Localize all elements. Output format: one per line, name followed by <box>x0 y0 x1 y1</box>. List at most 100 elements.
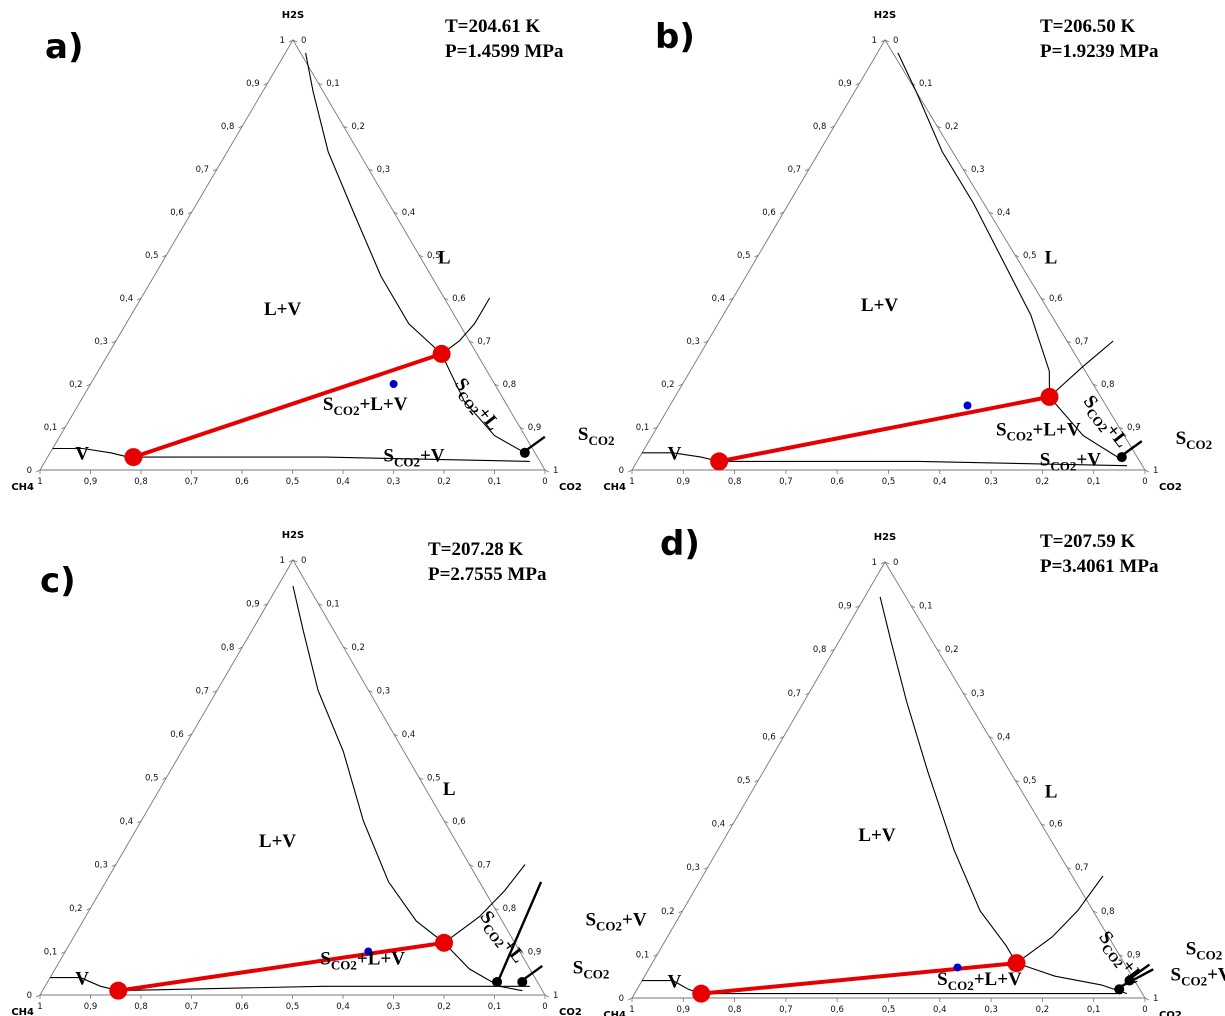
region-label-solid-liquid-vapor: SCO2+L+V <box>323 394 408 418</box>
tick-mark-left <box>804 168 810 172</box>
tick-mark-left <box>86 383 91 387</box>
vertex-label-ch4: CH4 <box>603 1010 626 1016</box>
tick-mark-right <box>1066 340 1072 344</box>
tick-label-left: 0,3 <box>94 337 108 347</box>
tick-label-bottom: 0,7 <box>185 1002 199 1012</box>
tick-mark-left <box>678 383 683 387</box>
tick-mark-right <box>544 469 550 473</box>
tick-mark-right <box>519 426 524 430</box>
vertex-label-co2: CO2 <box>559 482 582 493</box>
tick-mark-right <box>1118 954 1124 957</box>
tick-mark-left <box>162 254 167 258</box>
tick-label-bottom: 1 <box>629 1005 634 1015</box>
region-label-solid-vapor-letter: S <box>1171 965 1182 986</box>
tick-label-right: 0,1 <box>919 79 933 89</box>
tick-label-bottom: 0,6 <box>235 477 249 487</box>
tick-label-bottom: 0 <box>542 1002 547 1012</box>
tick-mark-right <box>393 733 398 737</box>
solid-liquid-boundary-curve <box>441 297 491 355</box>
tick-mark-left <box>830 648 835 652</box>
tick-mark-left <box>627 469 633 473</box>
region-label-solid-vapor: SCO2+V <box>383 445 444 469</box>
tick-label-left: 0,2 <box>69 380 83 390</box>
region-label-solid-vapor-sub: CO2 <box>1181 974 1207 989</box>
tick-mark-right <box>318 82 323 86</box>
tick-label-left: 0,9 <box>838 602 852 612</box>
region-label-solid-co2-letter: S <box>578 424 589 445</box>
region-label-solid-liquid-vapor-letter: S <box>320 949 331 970</box>
tick-mark-right <box>292 559 298 563</box>
tick-mark-right <box>1144 997 1150 1001</box>
region-label-solid-liquid-vapor-tail: +L+V <box>1033 420 1081 441</box>
feed-composition-point <box>953 963 962 972</box>
region-label-liquid-vapor: L+V <box>264 299 301 320</box>
tick-label-right: 0,6 <box>1049 820 1063 830</box>
tie-line <box>117 940 445 993</box>
tick-label-left: 0,5 <box>145 774 159 784</box>
tick-mark-left <box>35 469 41 473</box>
tick-mark-left <box>729 823 734 826</box>
vertex-label-ch4: CH4 <box>603 482 626 493</box>
region-label-liquid-vapor: L+V <box>861 295 898 316</box>
tick-label-left: 0,1 <box>636 950 650 960</box>
tick-mark-right <box>469 864 474 867</box>
region-label-solid-co2-letter: S <box>1176 428 1187 449</box>
tick-label-right: 0,8 <box>1101 907 1115 917</box>
tick-mark-right <box>494 383 499 387</box>
tick-label-right: 0,6 <box>1049 294 1063 304</box>
tick-label-bottom: 0,8 <box>134 1002 148 1012</box>
tick-label-bottom: 0,9 <box>677 477 691 487</box>
region-label-vapor: V <box>75 443 89 464</box>
tick-label-bottom: 0,1 <box>488 1002 502 1012</box>
solid-vapor-boundary-line <box>118 985 530 992</box>
tick-mark-left <box>653 954 658 957</box>
triangle-outline <box>631 39 1146 471</box>
temperature-label: T=204.61 K <box>445 16 540 37</box>
region-label-solid-liquid-vapor: SCO2+L+V <box>320 949 405 973</box>
tick-label-right: 0,4 <box>997 732 1011 742</box>
region-label-solid-vapor-tail: +V <box>622 909 647 930</box>
feed-composition-point <box>389 380 398 388</box>
vertex-label-h2s: H2S <box>282 530 305 541</box>
tick-mark-left <box>238 125 243 129</box>
tick-mark-right <box>318 603 323 606</box>
tick-mark-right <box>962 692 968 696</box>
tick-label-bottom: 0,1 <box>1087 477 1101 487</box>
solid-co2-leader <box>523 964 543 980</box>
region-label-solid-vapor-letter: S <box>585 909 596 930</box>
tick-label-right: 0 <box>893 36 898 46</box>
temperature-label: T=207.28 K <box>428 539 523 560</box>
tick-mark-left <box>653 426 658 430</box>
tie-line <box>718 394 1050 464</box>
tick-label-left: 0,4 <box>712 820 726 830</box>
region-label-liquid: L <box>443 779 456 800</box>
tick-label-bottom: 0 <box>1142 477 1147 487</box>
tick-label-left: 0,6 <box>762 208 776 218</box>
tick-mark-left <box>627 997 633 1001</box>
tick-label-left: 0,9 <box>246 79 260 89</box>
pressure-label: P=1.9239 MPa <box>1040 41 1159 62</box>
tick-label-right: 0,2 <box>945 122 959 132</box>
tick-label-left: 0,1 <box>636 423 650 433</box>
bubble-boundary-curve <box>879 596 1128 995</box>
bubble-boundary-curve <box>292 585 523 992</box>
tick-label-bottom: 0,2 <box>1036 1005 1050 1015</box>
region-label-solid-liquid-vapor: SCO2+L+V <box>937 969 1022 993</box>
region-label-solid-liquid-vapor-sub: CO2 <box>948 978 974 993</box>
tick-label-right: 0,8 <box>1101 380 1115 390</box>
tick-label-right: 0,5 <box>427 774 441 784</box>
tick-label-bottom: 0,5 <box>882 477 896 487</box>
tick-label-left: 0,3 <box>686 337 700 347</box>
tick-mark-left <box>804 692 810 696</box>
tick-label-bottom: 0,1 <box>1087 1005 1101 1015</box>
tick-label-left: 0,3 <box>94 861 108 871</box>
tick-label-bottom: 0,2 <box>437 1002 451 1012</box>
tick-label-left: 0,8 <box>813 645 827 655</box>
tie-line-vapor-point <box>109 981 128 1000</box>
tick-label-left: 0 <box>27 991 32 1001</box>
solid-co2-leader <box>526 435 546 451</box>
region-label-solid-co2: SCO2 <box>1186 938 1223 962</box>
temperature-label: T=207.59 K <box>1040 531 1135 552</box>
triangle-outline <box>631 561 1146 999</box>
tick-mark-right <box>884 39 890 43</box>
